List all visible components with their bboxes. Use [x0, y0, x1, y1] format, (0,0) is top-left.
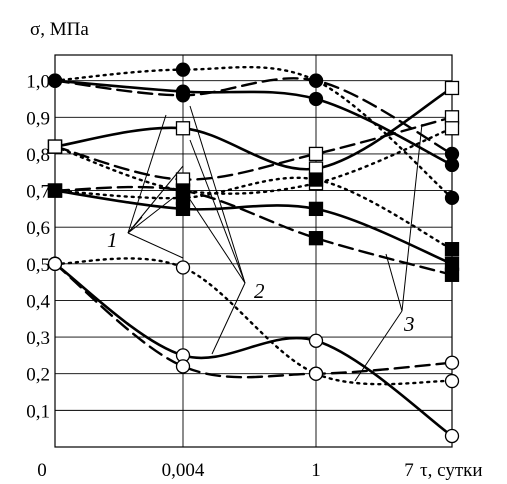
series-line-0-dotted: [53, 65, 454, 200]
series-line-2-solid: [53, 189, 454, 266]
series-line-3-dashed: [53, 262, 454, 379]
annotation-leader: [189, 139, 246, 284]
chart-grid: [54, 54, 453, 448]
data-point-2: [175, 190, 191, 206]
data-point-0: [175, 62, 191, 77]
series-line-3-solid: [53, 262, 454, 438]
data-point-1: [308, 146, 324, 162]
series-line-2-dotted: [53, 176, 454, 251]
y-tick-label: 0,9: [26, 108, 50, 129]
data-point-0: [308, 91, 324, 107]
annotation-leader: [354, 310, 403, 382]
data-point-3: [444, 355, 460, 370]
x-tick-label: 1: [311, 460, 321, 481]
y-tick-label: 0,6: [26, 218, 50, 239]
data-point-1: [444, 121, 460, 136]
data-point-0: [444, 190, 460, 206]
series-lines: [53, 65, 454, 438]
annotation-leader: [127, 232, 184, 259]
data-point-1: [444, 80, 460, 96]
annotation-leader: [401, 123, 423, 312]
series-line-1-solid: [53, 86, 454, 171]
y-tick-label: 0,7: [26, 182, 50, 203]
data-point-0: [308, 73, 324, 88]
y-tick-label: 0,1: [26, 401, 50, 422]
annotation-label-1: 1: [107, 228, 118, 252]
y-tick-label: 0,4: [26, 291, 50, 312]
x-tick-labels: 0 0,004 1 7: [37, 460, 414, 481]
y-tick-label: 0,5: [26, 255, 50, 276]
series-line-3-dotted: [53, 257, 454, 386]
data-point-2: [308, 231, 324, 246]
data-point-3: [308, 333, 324, 348]
data-point-3: [175, 260, 191, 275]
series-line-0-solid: [53, 79, 454, 167]
annotation-leader: [127, 114, 167, 234]
y-tick-label: 0,8: [26, 145, 50, 166]
annotation-label-3: 3: [403, 312, 415, 336]
annotation-leader: [189, 105, 246, 284]
data-point-0: [47, 73, 63, 88]
data-point-0: [444, 146, 460, 162]
annotation-leader: [385, 253, 403, 312]
x-tick-label: 7: [404, 460, 414, 481]
x-tick-label: 0,004: [162, 460, 205, 481]
series-line-1-dashed: [53, 116, 454, 181]
annotation-leader: [127, 165, 184, 234]
annotation-labels: 1 2 3: [107, 228, 415, 336]
annotation-leader: [211, 282, 246, 355]
data-point-3: [444, 373, 460, 389]
data-point-2: [444, 267, 460, 282]
annotation-leader: [127, 197, 174, 234]
data-point-3: [47, 256, 63, 271]
data-point-2: [308, 172, 324, 187]
data-point-2: [47, 183, 63, 198]
annotation-label-2: 2: [254, 279, 265, 303]
x-tick-label: 0: [37, 460, 47, 481]
y-tick-label: 0,3: [26, 328, 50, 349]
series-line-1-dotted: [53, 127, 454, 195]
data-point-1: [47, 139, 63, 154]
x-axis-label: τ, сутки: [420, 460, 483, 481]
series-line-2-dashed: [53, 185, 454, 277]
data-point-1: [175, 121, 191, 136]
series-line-0-dashed: [53, 77, 454, 156]
data-point-2: [308, 201, 324, 217]
data-point-3: [175, 359, 191, 374]
data-point-0: [175, 88, 191, 103]
data-point-3: [444, 428, 460, 444]
data-point-3: [308, 366, 324, 381]
data-point-2: [444, 242, 460, 257]
y-axis-label: σ, МПа: [30, 19, 89, 40]
annotation-leader: [184, 191, 246, 284]
y-tick-labels: 0,1 0,2 0,3 0,4 0,5 0,6 0,7 0,8 0,9 1,0: [26, 72, 50, 423]
annotation-leader-lines: [127, 105, 423, 382]
y-tick-label: 1,0: [26, 72, 50, 93]
y-tick-label: 0,2: [26, 365, 50, 386]
data-markers: [47, 62, 460, 444]
